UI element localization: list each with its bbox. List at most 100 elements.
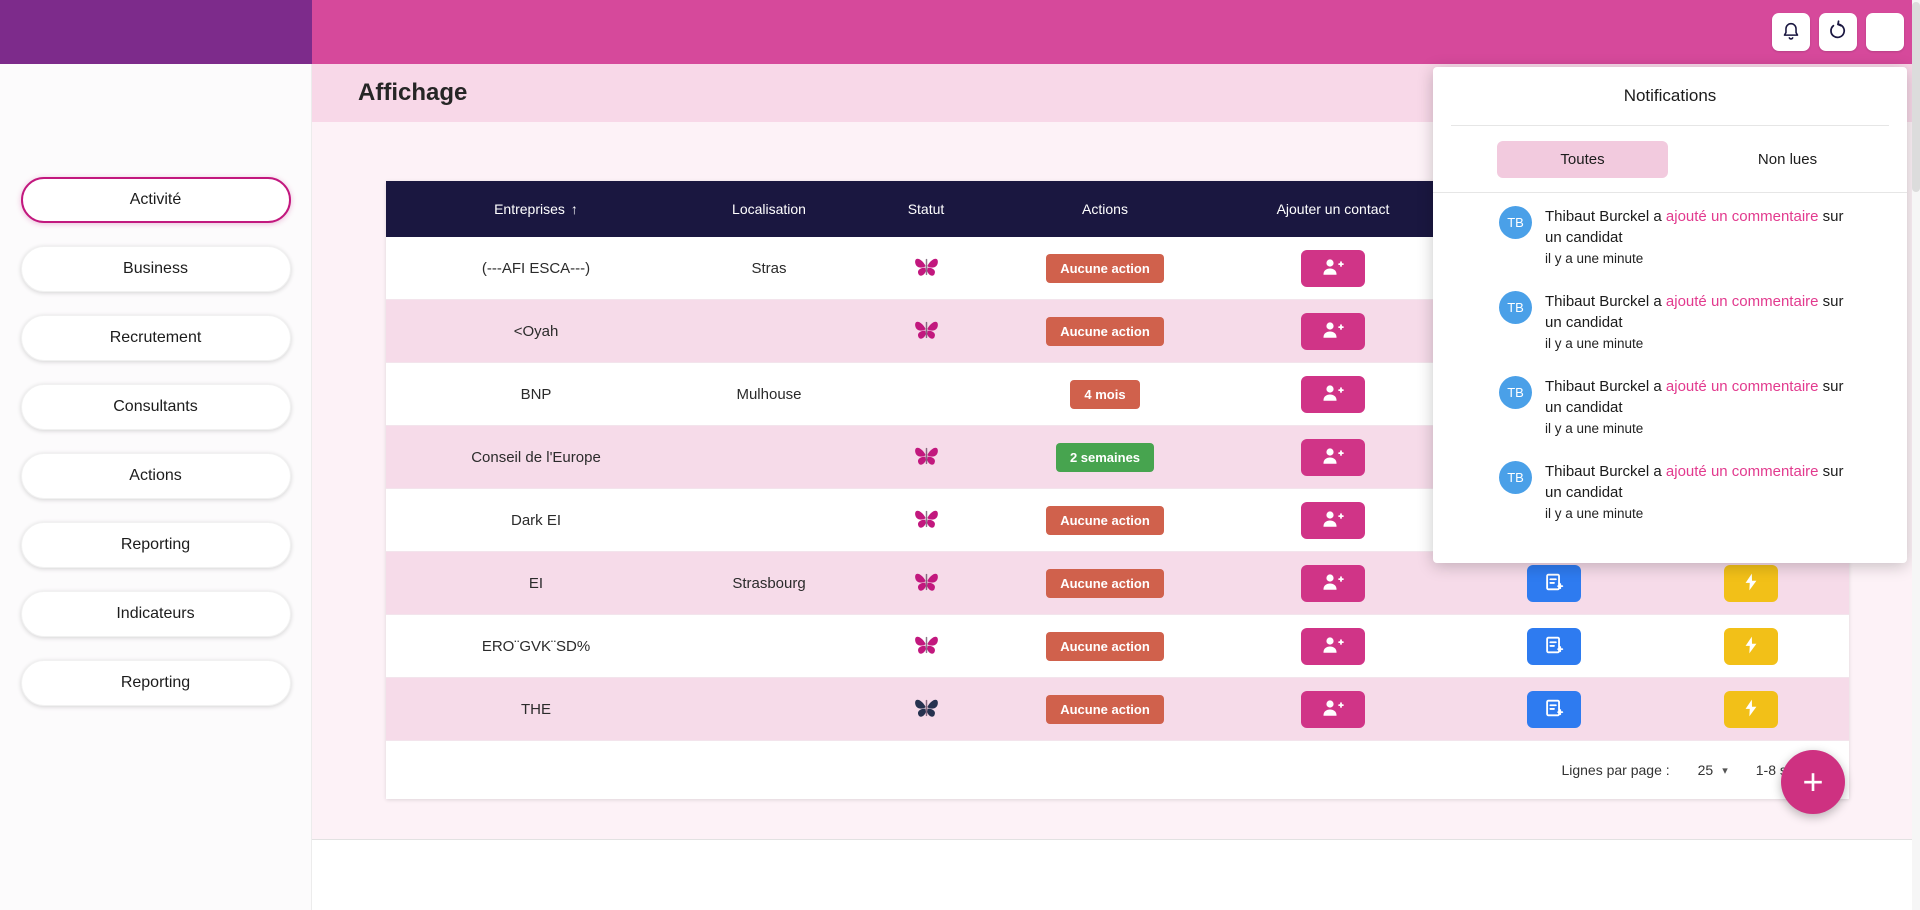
entreprise-name: <Oyah: [513, 322, 559, 340]
localisation-value: Mulhouse: [736, 385, 802, 403]
entreprise-name: THE: [521, 700, 551, 718]
sidebar-item-reporting-2[interactable]: Reporting: [20, 660, 291, 706]
butterfly-status-icon-dark: [914, 699, 938, 717]
avatar: TB: [1499, 291, 1532, 324]
notification-text: Thibaut Burckel a ajouté un commentaire …: [1545, 463, 1844, 501]
refresh-button[interactable]: [1819, 13, 1857, 51]
flash-icon: [1741, 698, 1761, 721]
sidebar-item-activite[interactable]: Activité: [20, 177, 291, 223]
notification-link[interactable]: ajouté un commentaire: [1665, 378, 1819, 395]
person-add-icon: [1321, 318, 1345, 345]
avatar: TB: [1499, 206, 1532, 239]
sort-ascending-icon: ↑: [570, 201, 578, 217]
notification-item[interactable]: TB Thibaut Burckel a ajouté un commentai…: [1433, 363, 1907, 448]
avatar: TB: [1499, 376, 1532, 409]
action-badge[interactable]: Aucune action: [1046, 505, 1164, 535]
add-contact-button[interactable]: [1301, 690, 1365, 728]
add-contact-button[interactable]: [1301, 438, 1365, 476]
notifications-title: Notifications: [1623, 86, 1717, 105]
person-add-icon: [1321, 633, 1345, 660]
column-header-actions[interactable]: Actions: [1000, 181, 1210, 237]
notification-item[interactable]: TB Thibaut Burckel a ajouté un commentai…: [1433, 193, 1907, 278]
notification-text: Thibaut Burckel a ajouté un commentaire …: [1545, 208, 1844, 246]
sidebar-item-consultants[interactable]: Consultants: [20, 384, 291, 430]
action-badge[interactable]: Aucune action: [1046, 568, 1164, 598]
divider: [1451, 125, 1889, 126]
chevron-down-icon: ▾: [1722, 764, 1728, 777]
sidebar-item-indicateurs[interactable]: Indicateurs: [20, 591, 291, 637]
rows-per-page-select[interactable]: 25 ▾: [1692, 761, 1734, 779]
add-contact-button[interactable]: [1301, 312, 1365, 350]
add-note-icon: [1543, 634, 1565, 659]
butterfly-status-icon: [914, 573, 938, 591]
brand-block: [0, 0, 312, 64]
column-header-entreprises[interactable]: Entreprises ↑: [386, 181, 686, 237]
butterfly-status-icon: [914, 258, 938, 276]
add-button[interactable]: +: [1781, 750, 1845, 814]
topbar: [0, 0, 1920, 64]
notification-link[interactable]: ajouté un commentaire: [1665, 293, 1819, 310]
rows-per-page-label: Lignes par page :: [1561, 762, 1670, 778]
notification-time: il y a une minute: [1545, 251, 1644, 266]
divider: [1433, 192, 1907, 193]
topbar-actions: [1772, 13, 1904, 51]
flash-action-button[interactable]: [1723, 627, 1778, 665]
blank-toolbar-button[interactable]: [1866, 13, 1904, 51]
add-contact-button[interactable]: [1301, 375, 1365, 413]
notifications-bell-button[interactable]: [1772, 13, 1810, 51]
entreprise-name: ERO¨GVK¨SD%: [481, 637, 591, 655]
column-header-localisation[interactable]: Localisation: [686, 181, 852, 237]
butterfly-status-icon: [914, 321, 938, 339]
action-badge[interactable]: Aucune action: [1046, 316, 1164, 346]
sidebar-item-recrutement[interactable]: Recrutement: [20, 315, 291, 361]
notification-time: il y a une minute: [1545, 421, 1644, 436]
notification-link[interactable]: ajouté un commentaire: [1665, 208, 1819, 225]
table-row: THE Aucune action: [386, 677, 1849, 741]
add-note-button[interactable]: [1527, 564, 1581, 602]
sidebar-item-actions[interactable]: Actions: [20, 453, 291, 499]
column-header-ajouter-contact[interactable]: Ajouter un contact: [1210, 181, 1456, 237]
entreprise-name: Conseil de l'Europe: [471, 448, 601, 466]
avatar: TB: [1499, 461, 1532, 494]
person-add-icon: [1321, 444, 1345, 471]
butterfly-status-icon: [914, 447, 938, 465]
scrollbar[interactable]: [1912, 0, 1920, 910]
sidebar-item-business[interactable]: Business: [20, 246, 291, 292]
entreprise-name: EI: [528, 574, 544, 592]
notification-link[interactable]: ajouté un commentaire: [1665, 463, 1819, 480]
action-badge[interactable]: 4 mois: [1070, 379, 1140, 409]
action-badge[interactable]: 2 semaines: [1055, 442, 1155, 472]
localisation-value: Strasbourg: [732, 574, 806, 592]
notification-item[interactable]: TB Thibaut Burckel a ajouté un commentai…: [1433, 278, 1907, 363]
action-badge[interactable]: Aucune action: [1046, 631, 1164, 661]
notification-time: il y a une minute: [1545, 336, 1644, 351]
add-note-button[interactable]: [1527, 690, 1581, 728]
flash-icon: [1741, 635, 1761, 658]
add-note-icon: [1543, 571, 1565, 596]
flash-action-button[interactable]: [1723, 564, 1778, 602]
notification-item[interactable]: TB Thibaut Burckel a ajouté un commentai…: [1433, 448, 1907, 533]
sidebar-item-reporting[interactable]: Reporting: [20, 522, 291, 568]
butterfly-status-icon: [914, 636, 938, 654]
tab-toutes[interactable]: Toutes: [1497, 140, 1668, 178]
add-contact-button[interactable]: [1301, 249, 1365, 287]
notifications-tabs: Toutes Non lues: [1433, 126, 1907, 192]
notification-text: Thibaut Burckel a ajouté un commentaire …: [1545, 293, 1844, 331]
add-contact-button[interactable]: [1301, 501, 1365, 539]
add-contact-button[interactable]: [1301, 627, 1365, 665]
sidebar: Activité Business Recrutement Consultant…: [0, 64, 312, 910]
person-add-icon: [1321, 507, 1345, 534]
table-pagination: Lignes par page : 25 ▾ 1-8 sur 8: [386, 741, 1849, 799]
refresh-icon: [1827, 19, 1849, 45]
companies-table: Entreprises ↑ Localisation Statut Actions…: [386, 181, 1849, 741]
scrollbar-thumb[interactable]: [1912, 2, 1920, 192]
entreprise-name: Dark EI: [510, 511, 561, 529]
column-header-statut[interactable]: Statut: [852, 181, 1000, 237]
add-note-button[interactable]: [1527, 627, 1581, 665]
flash-action-button[interactable]: [1723, 690, 1778, 728]
action-badge[interactable]: Aucune action: [1046, 694, 1164, 724]
add-contact-button[interactable]: [1301, 564, 1365, 602]
action-badge[interactable]: Aucune action: [1046, 253, 1164, 283]
tab-non-lues[interactable]: Non lues: [1668, 150, 1907, 169]
page-bottom-area: [312, 839, 1920, 910]
